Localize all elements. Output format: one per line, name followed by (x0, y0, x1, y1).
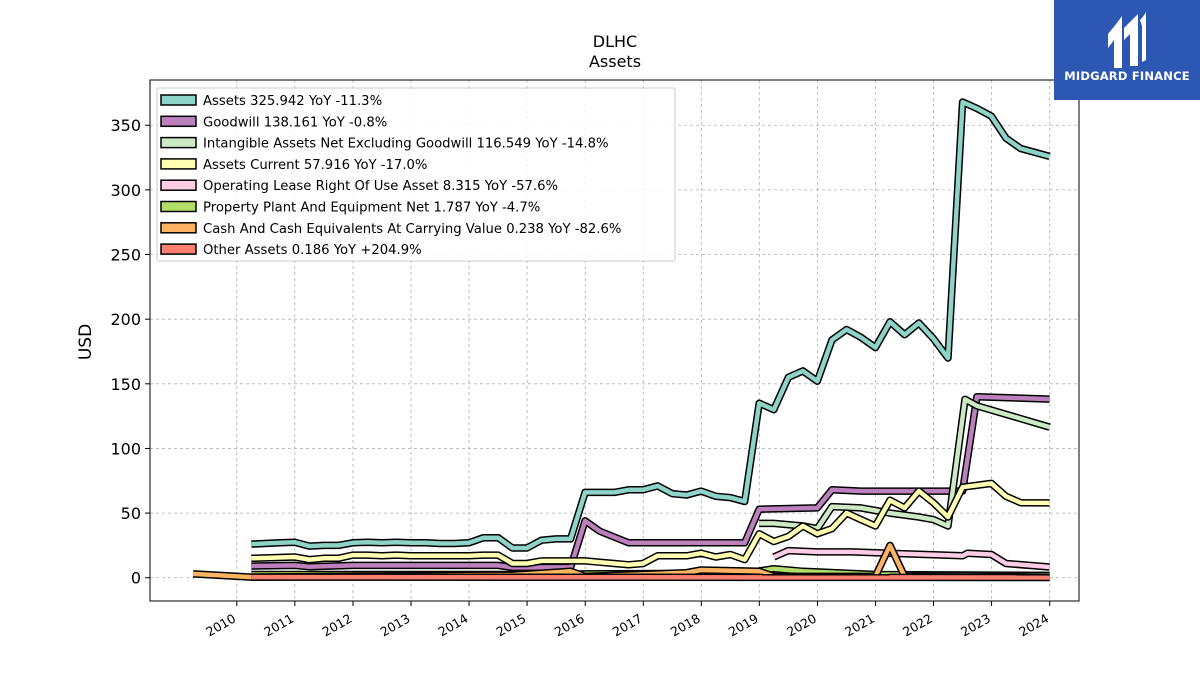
y-tick-label: 50 (121, 504, 141, 523)
x-tick-label: 2018 (668, 611, 703, 640)
y-tick-label: 100 (110, 439, 141, 458)
series-line (251, 99, 1051, 551)
midgard-logo-icon (1108, 12, 1146, 68)
x-axis-ticks: 2010 2011 2012 2013 2014 2015 2016 2017 2018 2019… (203, 601, 1051, 640)
legend-box (156, 87, 676, 262)
x-tick-label: 2016 (552, 611, 587, 640)
x-tick-label: 2017 (610, 611, 645, 640)
y-tick-label: 150 (110, 375, 141, 394)
legend-swatch (160, 243, 197, 255)
legend-entry: Operating Lease Right Of Use Asset 8.315… (203, 179, 558, 194)
x-tick-label: 2019 (726, 611, 761, 640)
brand-logo: MIDGARD FINANCE (1054, 0, 1200, 100)
y-axis-label: USD (76, 324, 96, 360)
y-tick-label: 350 (110, 116, 141, 135)
legend-entry: Assets Current 57.916 YoY -17.0% (203, 158, 427, 173)
x-tick-label: 2012 (319, 611, 354, 640)
plot-frame (149, 79, 1080, 602)
y-tick-label: 250 (110, 246, 141, 265)
y-tick-label: 200 (110, 310, 141, 329)
x-tick-label: 2020 (784, 611, 819, 640)
chart-title: DLHC (593, 32, 637, 51)
x-tick-label: 2014 (435, 611, 470, 640)
legend-swatch (160, 115, 197, 128)
legend-swatch (160, 200, 197, 213)
legend-swatch (160, 222, 197, 234)
legend-swatch (160, 158, 197, 170)
x-tick-label: 2021 (842, 611, 877, 640)
legend-entry: Other Assets 0.186 YoY +204.9% (203, 243, 422, 258)
x-tick-label: 2013 (377, 611, 412, 640)
y-tick-label: 300 (110, 181, 141, 200)
x-tick-label: 2015 (494, 611, 529, 640)
x-tick-label: 2024 (1016, 611, 1051, 640)
legend-swatch (160, 136, 197, 149)
plot-series (192, 98, 1051, 582)
chart-subtitle: Assets (589, 52, 641, 71)
series-line (251, 394, 1050, 570)
series-goodwill (251, 392, 1050, 572)
legend-entry: Cash And Cash Equivalents At Carrying Va… (203, 222, 621, 237)
y-axis-ticks: 0 50 100 150 200 250 300 350 (110, 116, 150, 588)
y-tick-label: 0 (131, 569, 141, 588)
x-tick-label: 2023 (958, 611, 993, 640)
series-line (772, 548, 1050, 570)
x-tick-label: 2011 (261, 611, 296, 640)
legend-entry: Goodwill 138.161 YoY -0.8% (203, 115, 387, 130)
legend-entry: Assets 325.942 YoY -11.3% (203, 94, 382, 109)
series-line (251, 481, 1050, 568)
legend-swatch (160, 94, 197, 106)
series-assets (251, 98, 1051, 552)
series-operating-lease-right-of-use-asset (772, 546, 1050, 571)
series-assets-current (251, 479, 1050, 569)
legend-entry: Property Plant And Equipment Net 1.787 Y… (203, 201, 540, 216)
legend-entry: Intangible Assets Net Excluding Goodwill… (203, 137, 609, 152)
legend-swatch (160, 179, 197, 191)
logo-text: MIDGARD FINANCE (1064, 69, 1190, 83)
legend: Assets 325.942 YoY -11.3% Goodwill 138.16… (156, 87, 676, 262)
x-tick-label: 2010 (203, 611, 238, 640)
x-tick-label: 2022 (900, 611, 935, 640)
